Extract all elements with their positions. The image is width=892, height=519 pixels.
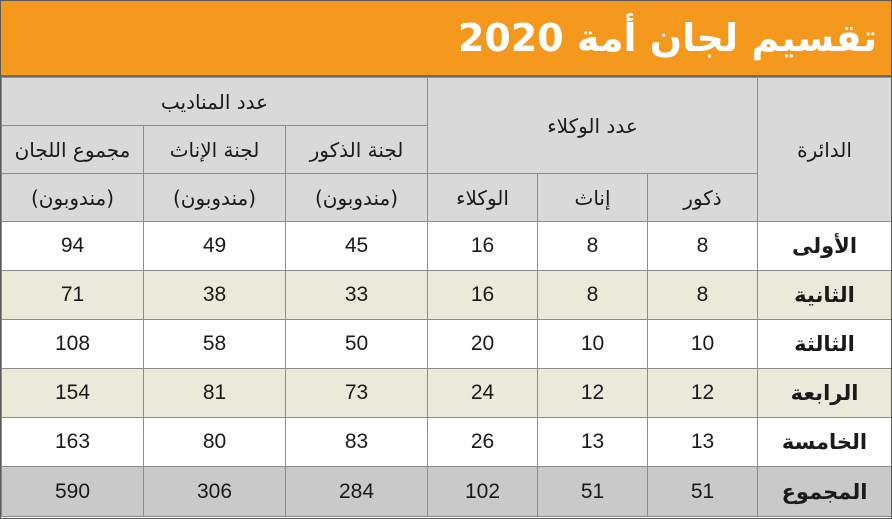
page-title: تقسيم لجان أمة 2020 — [457, 16, 877, 60]
females-cell: 10 — [537, 319, 649, 369]
delegates-group-header: عدد المناديب — [1, 77, 429, 126]
committees-table: الدائرة عدد الوكلاء عدد المناديب لجنة ال… — [1, 77, 891, 517]
district-cell: الثالثة — [757, 319, 891, 369]
table-row: الثالثة 10 10 20 50 58 108 — [1, 319, 891, 369]
district-cell: الثانية — [757, 270, 891, 320]
agents-header: الوكلاء — [427, 173, 539, 222]
total-cell: 108 — [1, 319, 145, 369]
females-cell: 13 — [537, 417, 649, 467]
total-committees-header: مجموع اللجان — [1, 125, 145, 174]
males-cell: 12 — [647, 368, 759, 418]
district-header: الدائرة — [757, 77, 891, 222]
male-committee-cell: 45 — [285, 221, 429, 271]
female-committee-cell: 38 — [143, 270, 287, 320]
male-committee-cell: 73 — [285, 368, 429, 418]
table-row: الرابعة 12 12 24 73 81 154 — [1, 368, 891, 418]
males-cell: 8 — [647, 221, 759, 271]
district-cell: الرابعة — [757, 368, 891, 418]
agents-cell: 102 — [427, 466, 539, 517]
table-row: الخامسة 13 13 26 83 80 163 — [1, 417, 891, 467]
female-committee-header: لجنة الإناث — [143, 125, 287, 174]
male-committee-header: لجنة الذكور — [285, 125, 429, 174]
agents-cell: 24 — [427, 368, 539, 418]
agents-cell: 26 — [427, 417, 539, 467]
male-committee-cell: 83 — [285, 417, 429, 467]
agents-group-header: عدد الوكلاء — [427, 77, 759, 174]
total-cell: 71 — [1, 270, 145, 320]
total-cell: 590 — [1, 466, 145, 517]
female-committee-cell: 306 — [143, 466, 287, 517]
female-committee-cell: 80 — [143, 417, 287, 467]
male-committee-cell: 284 — [285, 466, 429, 517]
agents-cell: 16 — [427, 270, 539, 320]
total-cell: 163 — [1, 417, 145, 467]
table-row: الثانية 8 8 16 33 38 71 — [1, 270, 891, 320]
female-committee-cell: 49 — [143, 221, 287, 271]
females-cell: 8 — [537, 270, 649, 320]
males-cell: 8 — [647, 270, 759, 320]
females-cell: 8 — [537, 221, 649, 271]
district-cell: الأولى — [757, 221, 891, 271]
male-committee-cell: 50 — [285, 319, 429, 369]
district-cell: الخامسة — [757, 417, 891, 467]
females-cell: 51 — [537, 466, 649, 517]
female-committee-cell: 81 — [143, 368, 287, 418]
total-row: المجموع 51 51 102 284 306 590 — [1, 466, 891, 517]
male-committee-cell: 33 — [285, 270, 429, 320]
males-cell: 10 — [647, 319, 759, 369]
title-bar: تقسيم لجان أمة 2020 — [1, 1, 891, 77]
males-cell: 51 — [647, 466, 759, 517]
table-row: الأولى 8 8 16 45 49 94 — [1, 221, 891, 271]
females-cell: 12 — [537, 368, 649, 418]
district-cell: المجموع — [757, 466, 891, 517]
agents-cell: 16 — [427, 221, 539, 271]
female-committee-cell: 58 — [143, 319, 287, 369]
total-cell: 94 — [1, 221, 145, 271]
agents-cell: 20 — [427, 319, 539, 369]
male-committee-unit: (مندوبون) — [285, 173, 429, 222]
total-committees-unit: (مندوبون) — [1, 173, 145, 222]
total-cell: 154 — [1, 368, 145, 418]
female-committee-unit: (مندوبون) — [143, 173, 287, 222]
males-header: ذكور — [647, 173, 759, 222]
males-cell: 13 — [647, 417, 759, 467]
females-header: إناث — [537, 173, 649, 222]
